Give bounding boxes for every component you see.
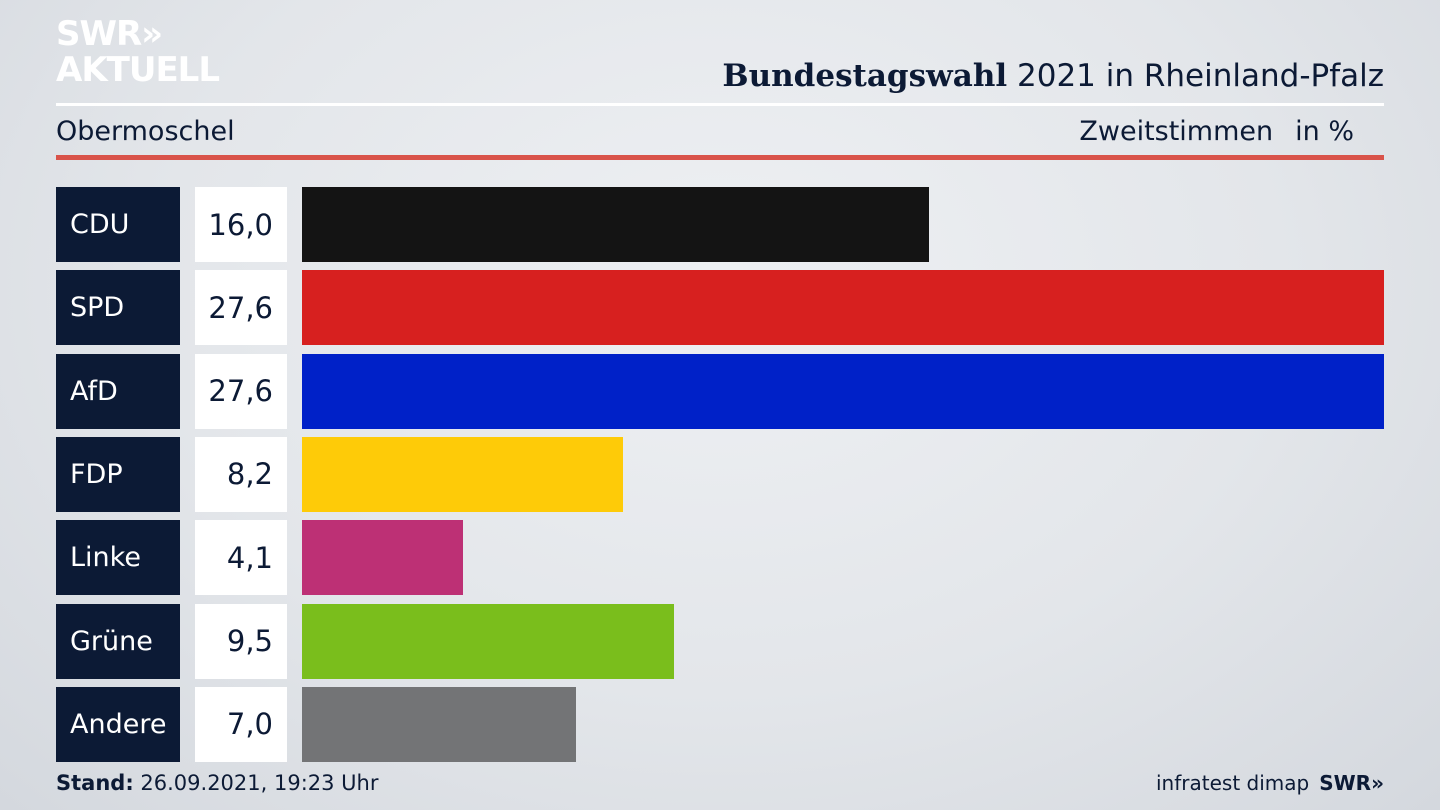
timestamp-value: 26.09.2021, 19:23 Uhr: [133, 771, 379, 795]
logo-line-1: SWR»: [56, 14, 163, 54]
value-label: 8,2: [195, 436, 287, 512]
bar-spd: [302, 270, 1384, 346]
party-label: Grüne: [56, 603, 180, 679]
value-label: 16,0: [195, 187, 287, 262]
location-label: Obermoschel: [56, 116, 235, 147]
source-credit: infratest dimap SWR»: [1156, 771, 1384, 795]
vote-type-label: Zweitstimmen in %: [1079, 116, 1354, 147]
chart-title-rest: 2021 in Rheinland-Pfalz: [1007, 58, 1384, 94]
timestamp-label: Stand:: [56, 771, 134, 795]
value-label: 27,6: [195, 353, 287, 429]
party-label: Linke: [56, 520, 180, 596]
value-label: 7,0: [195, 686, 287, 762]
vote-type: Zweitstimmen: [1079, 116, 1274, 147]
bar-afd: [302, 353, 1384, 429]
value-label: 4,1: [195, 520, 287, 596]
party-label: CDU: [56, 187, 180, 262]
bar-grüne: [302, 603, 674, 679]
chart-title: Bundestagswahl 2021 in Rheinland-Pfalz: [722, 58, 1384, 94]
value-label: 27,6: [195, 270, 287, 346]
value-label: 9,5: [195, 603, 287, 679]
bar-cdu: [302, 187, 929, 262]
bar-andere: [302, 686, 576, 762]
party-label: FDP: [56, 436, 180, 512]
party-label: AfD: [56, 353, 180, 429]
party-label: Andere: [56, 686, 180, 762]
party-label: SPD: [56, 270, 180, 346]
chart-title-bold: Bundestagswahl: [722, 58, 1008, 94]
accent-divider: [56, 155, 1384, 160]
swr-footer-logo: SWR»: [1319, 771, 1384, 795]
unit-label: in %: [1295, 116, 1354, 147]
bar-linke: [302, 520, 463, 596]
bar-fdp: [302, 436, 623, 512]
source-name: infratest dimap: [1156, 771, 1310, 795]
swr-aktuell-logo: SWR» AKTUELL: [56, 14, 220, 90]
timestamp: Stand: 26.09.2021, 19:23 Uhr: [56, 771, 379, 795]
logo-line-2: AKTUELL: [56, 50, 220, 90]
header-divider: [56, 103, 1384, 106]
